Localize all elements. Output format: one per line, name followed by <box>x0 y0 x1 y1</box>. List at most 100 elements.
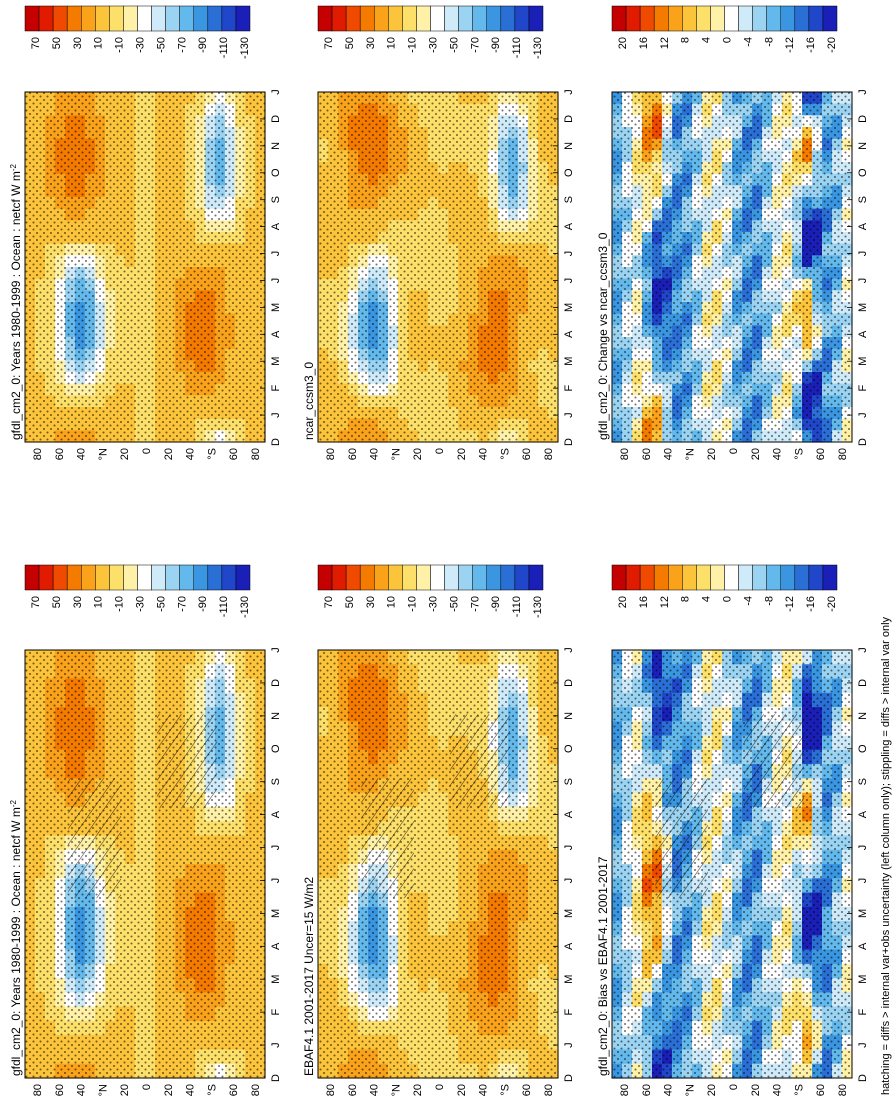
lat-tick-label: 40 <box>772 448 784 460</box>
y-axis-lat-labels: 80 60 40 °N 20 0 20 40 °S 60 80 <box>32 448 262 460</box>
colorbar-label: -10 <box>407 596 419 612</box>
colorbar-swatch <box>109 5 124 32</box>
colorbar-swatch <box>402 5 417 32</box>
panel-title: gfdl_cm2_0: Years 1980-1999 : Ocean : ne… <box>9 164 24 440</box>
month-tick-label: J <box>270 878 282 884</box>
colorbar-swatch <box>123 564 138 591</box>
colorbar-swatch <box>123 5 138 32</box>
month-tick-label: M <box>270 357 282 366</box>
colorbar-swatch <box>374 5 389 32</box>
colorbar-swatch <box>710 5 725 32</box>
lat-tick-label: 20 <box>456 448 468 460</box>
lat-tick-label: 20 <box>119 1084 131 1096</box>
lat-tick-label: 80 <box>325 1084 337 1096</box>
colorbar-label: -130 <box>239 37 251 59</box>
month-tick-label: J <box>270 251 282 256</box>
lat-tick-label: 40 <box>663 448 675 460</box>
colorbar-label: -12 <box>784 37 796 53</box>
lat-tick-label: 60 <box>641 448 653 460</box>
panel-title: EBAF4.1 2001-2017 Uncer=15 W/m2 <box>302 877 316 1076</box>
colorbar-label: 50 <box>51 37 63 49</box>
colorbar-label: 30 <box>72 596 84 608</box>
colorbar-swatch <box>808 5 824 32</box>
month-tick-label: J <box>563 1042 575 1048</box>
colorbar-swatch <box>500 5 516 32</box>
colorbar-swatch <box>639 564 655 591</box>
month-tick-label: A <box>857 222 869 230</box>
colorbar-label: -110 <box>511 596 523 617</box>
lat-tick-label: °S <box>499 448 511 460</box>
month-tick-label: J <box>857 251 869 256</box>
colorbar-swatch <box>38 5 54 32</box>
colorbar-swatch <box>345 564 361 591</box>
lat-tick-label: 80 <box>619 1084 631 1096</box>
colorbar-swatch <box>822 564 838 591</box>
month-tick-label: F <box>563 1009 575 1016</box>
stipple-overlay <box>612 650 852 1078</box>
colorbar-swatch <box>766 5 781 32</box>
lat-tick-label: 80 <box>619 448 631 460</box>
colorbar-swatch <box>696 564 711 591</box>
colorbar-swatch <box>221 564 237 591</box>
month-tick-label: D <box>270 679 282 687</box>
colorbar: 20 16 12 8 4 0 -4 -8 -12 -16 -20 <box>611 564 838 612</box>
lat-tick-label: 80 <box>543 1084 555 1096</box>
month-tick-label: D <box>857 1074 869 1082</box>
colorbar-swatch <box>95 564 110 591</box>
month-tick-label: S <box>563 778 575 785</box>
colorbar-label: -30 <box>135 37 147 53</box>
hatch-overlay <box>361 778 414 899</box>
colorbar-swatch <box>625 5 641 32</box>
lat-tick-label: 40 <box>478 448 490 460</box>
month-tick-label: D <box>857 438 869 446</box>
colorbar-swatch <box>528 564 544 591</box>
month-tick-label: N <box>563 142 575 150</box>
colorbar-label: -16 <box>805 596 817 612</box>
colorbar-swatch <box>317 564 333 591</box>
hatch-overlay <box>157 714 217 809</box>
panel-title-sup: -2 <box>9 800 18 808</box>
month-tick-label: M <box>270 975 282 984</box>
month-tick-label: D <box>270 115 282 123</box>
colorbar-swatch <box>165 564 180 591</box>
colorbar-label: 10 <box>93 596 105 608</box>
month-tick-label: D <box>857 115 869 123</box>
month-tick-label: J <box>563 412 575 418</box>
colorbar-label: -70 <box>176 596 188 612</box>
colorbar-swatch <box>109 564 124 591</box>
lat-tick-label: 20 <box>119 448 131 460</box>
colorbar-label: -130 <box>239 596 251 618</box>
lat-tick-label: 80 <box>543 448 555 460</box>
month-tick-label: M <box>563 303 575 312</box>
colorbar-swatch <box>752 5 767 32</box>
colorbar-swatch <box>359 5 375 32</box>
month-tick-label: J <box>270 412 282 418</box>
month-tick-label: J <box>857 845 869 851</box>
colorbar-swatch <box>24 564 40 591</box>
month-tick-label: S <box>857 196 869 203</box>
colorbar-swatch <box>402 564 417 591</box>
colorbar-label: -90 <box>197 37 209 53</box>
stipple-overlay <box>25 92 265 442</box>
month-tick-label: S <box>270 778 282 785</box>
month-tick-label: J <box>563 251 575 256</box>
month-tick-label: A <box>857 810 869 818</box>
colorbar-label: -4 <box>742 596 754 606</box>
lat-tick-label: 60 <box>347 1084 359 1096</box>
colorbar-label: -20 <box>826 37 838 53</box>
lat-tick-label: °N <box>684 1084 696 1096</box>
stipple-overlay <box>318 650 558 1078</box>
colorbar-label: -90 <box>197 596 209 612</box>
colorbar-swatch <box>235 564 251 591</box>
lat-tick-label: 80 <box>32 448 44 460</box>
panel-title: ncar_ccsm3_0 <box>302 362 316 440</box>
month-tick-label: A <box>270 222 282 230</box>
colorbar-swatch <box>639 5 655 32</box>
month-tick-label: M <box>270 303 282 312</box>
colorbar-label: -70 <box>469 596 481 612</box>
colorbar-label: -16 <box>805 37 817 53</box>
footnote: hatching = diffs > internal var+obs unce… <box>880 616 892 1095</box>
